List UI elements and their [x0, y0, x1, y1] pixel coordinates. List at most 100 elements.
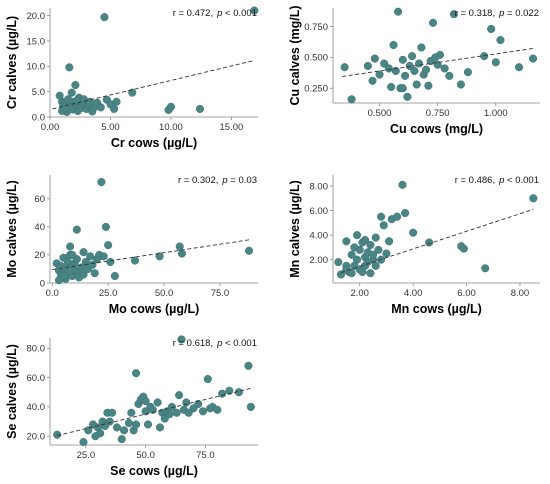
y-tick-label: 6.00 — [310, 206, 329, 217]
data-point — [97, 177, 106, 187]
data-point — [167, 402, 176, 411]
panel-mo: 0.0 25.0 50.0 75.0 0 20 40 60 Mo cows (µg/L) Mo c… — [5, 175, 258, 316]
x-tick-label: 0.500 — [368, 108, 392, 119]
y-tick-label: 0.250 — [304, 83, 328, 94]
data-point — [352, 231, 362, 240]
annotation-r: r = 0.486, — [455, 175, 495, 186]
data-point — [347, 250, 356, 259]
data-point — [417, 43, 426, 52]
data-point — [153, 398, 162, 407]
data-point — [245, 246, 254, 255]
y-axis-title: Cr calves (µg/L) — [5, 16, 19, 109]
data-point — [79, 270, 88, 279]
data-point — [110, 104, 119, 113]
data-point — [398, 180, 407, 189]
data-point — [409, 228, 418, 237]
data-point — [487, 24, 496, 34]
data-point — [128, 88, 137, 97]
y-axis-title: Mo calves (µg/L) — [5, 180, 19, 278]
data-point — [428, 18, 438, 27]
data-point — [106, 257, 115, 267]
x-tick-label: 0.0 — [46, 288, 59, 299]
data-point — [165, 410, 174, 419]
data-point — [528, 54, 538, 63]
annotation-p: p — [498, 8, 504, 19]
data-point — [368, 76, 377, 85]
x-tick-label: 25.0 — [99, 288, 118, 299]
data-point — [421, 65, 431, 74]
data-point — [195, 104, 205, 113]
data-point — [213, 405, 222, 414]
data-point — [66, 242, 75, 251]
x-tick-label: 0.00 — [41, 122, 60, 133]
data-point — [481, 264, 490, 273]
data-point — [440, 64, 449, 73]
y-tick-label: 80.0 — [27, 344, 46, 355]
data-point — [96, 103, 105, 112]
data-point — [459, 244, 468, 253]
data-point — [456, 80, 465, 89]
annotation-r: r = 0.618, — [173, 338, 213, 349]
data-point — [401, 71, 410, 80]
y-tick-label: 0.500 — [304, 53, 328, 64]
data-point — [515, 63, 524, 72]
data-point — [96, 429, 105, 438]
data-point — [177, 249, 187, 258]
data-point — [101, 222, 110, 231]
annotation-p-value: < 0.001 — [222, 338, 257, 349]
data-point — [177, 335, 186, 344]
data-point — [361, 235, 370, 245]
data-point — [401, 208, 410, 218]
data-point — [175, 242, 184, 251]
x-tick-label: 25.0 — [77, 450, 96, 461]
data-point — [394, 7, 403, 16]
correlation-annotation: r = 0.302, p = 0.03 — [178, 175, 257, 186]
data-point — [117, 435, 126, 444]
data-point — [86, 252, 95, 261]
y-tick-label: 20.0 — [27, 11, 46, 22]
x-axis-title: Mn cows (µg/L) — [391, 302, 482, 316]
y-axis-title: Mn calves (µg/L) — [288, 180, 302, 278]
data-point — [65, 63, 74, 72]
data-point — [99, 252, 108, 261]
data-point — [225, 386, 234, 395]
x-tick-label: 75.0 — [196, 450, 215, 461]
data-point — [108, 408, 117, 417]
x-tick-label: 4.00 — [404, 288, 423, 299]
annotation-p-value: < 0.001 — [222, 8, 257, 19]
correlation-annotation: r = 0.618, p < 0.001 — [173, 338, 257, 349]
data-point — [529, 194, 538, 203]
annotation-p-value: = 0.03 — [228, 175, 257, 186]
data-point — [155, 423, 165, 432]
y-tick-label: 8.00 — [310, 181, 329, 192]
correlation-annotation: r = 0.318, p = 0.022 — [455, 8, 539, 19]
data-point — [104, 241, 113, 250]
data-point — [112, 423, 121, 432]
data-point — [120, 426, 129, 435]
x-axis-title: Mo cows (µg/L) — [109, 302, 200, 316]
y-tick-label: 4.00 — [310, 230, 329, 241]
data-point — [347, 95, 356, 104]
x-tick-label: 5.00 — [101, 122, 120, 133]
annotation-p: p — [216, 8, 222, 19]
data-point — [198, 407, 208, 416]
x-tick-label: 2.00 — [350, 288, 369, 299]
data-point — [370, 54, 379, 63]
data-point — [71, 81, 80, 90]
data-point — [67, 88, 76, 97]
data-point — [100, 13, 109, 22]
x-axis-title: Cr cows (µg/L) — [111, 136, 197, 150]
correlation-annotation: r = 0.486, p < 0.001 — [455, 175, 539, 186]
data-point — [496, 36, 505, 45]
data-point — [127, 408, 136, 417]
data-point — [366, 269, 375, 278]
x-tick-label: 50.0 — [136, 450, 155, 461]
trend-line — [342, 47, 536, 77]
y-tick-label: 60 — [34, 194, 45, 205]
y-tick-label: 15.0 — [27, 36, 46, 47]
y-tick-label: 0 — [40, 278, 45, 289]
data-point — [132, 420, 141, 429]
panel-mn: 2.00 4.00 6.00 8.00 2.00 4.00 6.00 8.00 Mn cows … — [288, 175, 540, 316]
y-tick-label: 10.0 — [27, 62, 46, 73]
